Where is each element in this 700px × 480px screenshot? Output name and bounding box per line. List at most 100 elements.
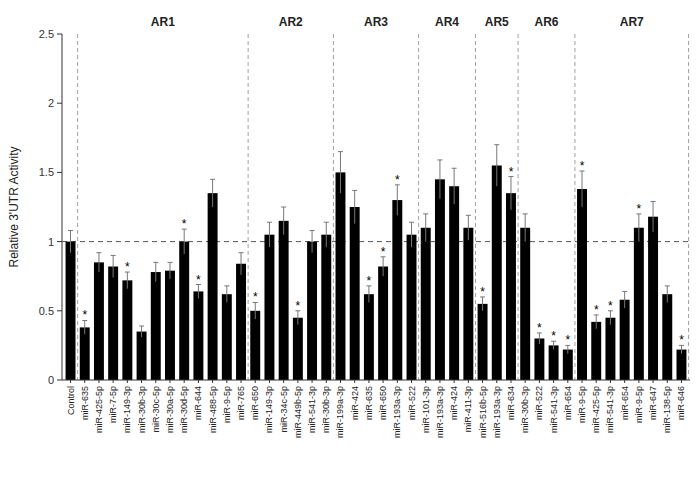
bar — [336, 172, 346, 380]
x-tick-label: miR-7-5p — [108, 386, 118, 423]
group-label: AR7 — [620, 15, 644, 29]
x-tick — [269, 380, 270, 383]
x-tick-label: miR-654 — [620, 386, 630, 420]
bar — [208, 193, 218, 380]
bar — [151, 272, 161, 380]
x-tick-label: miR-9-5p — [222, 386, 232, 423]
error-bar — [381, 257, 386, 276]
x-tick — [98, 380, 99, 383]
x-tick-label: miR-634 — [506, 386, 516, 420]
bar — [293, 318, 303, 380]
group-separator — [518, 34, 519, 380]
y-axis: 00.511.522.5 — [39, 28, 62, 386]
error-bar — [68, 231, 73, 253]
x-tick-label: miR-30b-3p — [520, 386, 530, 433]
x-tick-label: miR-488-5p — [208, 386, 218, 433]
significance-label: * — [182, 217, 187, 231]
x-tick — [169, 380, 170, 383]
x-tick — [468, 380, 469, 383]
x-tick-label: miR-30d-5p — [179, 386, 189, 433]
bar — [307, 242, 317, 380]
x-tick — [638, 380, 639, 383]
x-tick — [610, 380, 611, 383]
y-tick-label: 2 — [48, 97, 54, 109]
y-tick-label: 0 — [48, 374, 54, 386]
x-tick-label: miR-635 — [80, 386, 90, 420]
x-tick — [241, 380, 242, 383]
error-bar — [267, 222, 272, 247]
bar — [506, 193, 516, 380]
error-bar — [153, 262, 158, 281]
error-bar — [295, 311, 300, 325]
x-tick — [283, 380, 284, 383]
group-separator — [248, 34, 249, 380]
x-tick-label: miR-30a-5p — [165, 386, 175, 433]
x-tick-label: Control — [66, 386, 76, 415]
bar — [534, 338, 544, 380]
error-bar — [310, 231, 315, 253]
significance-label: * — [679, 333, 684, 347]
x-tick — [212, 380, 213, 383]
x-tick — [624, 380, 625, 383]
bar — [648, 217, 658, 380]
bar — [279, 221, 289, 380]
x-tick-label: miR-424 — [350, 386, 360, 420]
significance-label: * — [125, 260, 130, 274]
x-tick-label: miR-9-5p — [634, 386, 644, 423]
x-tick-label: miR-193a-3p — [435, 386, 445, 438]
x-tick — [582, 380, 583, 383]
x-tick-label: miR-193a-3p — [492, 386, 502, 438]
error-bar — [338, 152, 343, 194]
x-tick-label: miR-30b-3p — [137, 386, 147, 433]
x-tick — [127, 380, 128, 383]
group-label: AR1 — [151, 15, 175, 29]
x-tick — [113, 380, 114, 383]
bar — [94, 262, 104, 380]
significance-label: * — [551, 329, 556, 343]
bar — [80, 327, 90, 380]
x-tick — [496, 380, 497, 383]
y-tick-label: 0.5 — [39, 305, 54, 317]
bar — [520, 228, 530, 380]
bar — [634, 228, 644, 380]
x-tick-label: miR-650 — [378, 386, 388, 420]
significance-labels: ******************* — [82, 159, 684, 347]
x-tick-label: miR-30b-3p — [321, 386, 331, 433]
group-separator — [333, 34, 334, 380]
bar — [591, 322, 601, 380]
x-tick — [141, 380, 142, 383]
x-tick-label: miR-425-5p — [94, 386, 104, 433]
x-tick — [368, 380, 369, 383]
x-tick — [482, 380, 483, 383]
x-tick — [340, 380, 341, 383]
x-tick — [354, 380, 355, 383]
error-bar — [523, 214, 528, 242]
x-tick-label: miR-541-3p — [549, 386, 559, 433]
error-bar — [167, 262, 172, 279]
x-tick — [226, 380, 227, 383]
bar — [463, 228, 473, 380]
error-bar — [452, 168, 457, 204]
x-tick — [567, 380, 568, 383]
bar — [137, 332, 147, 380]
x-tick — [184, 380, 185, 383]
group-separator — [77, 34, 78, 380]
significance-label: * — [580, 159, 585, 173]
chart: 00.511.522.5Relative 3'UTR ActivityContr… — [0, 0, 700, 480]
error-bar — [96, 253, 101, 272]
x-tick-label: miR-647 — [648, 386, 658, 420]
x-tick — [553, 380, 554, 383]
group-label: AR6 — [534, 15, 558, 29]
y-tick — [57, 172, 62, 173]
y-axis-line — [62, 34, 63, 380]
bar — [193, 291, 203, 380]
x-tick-label: miR-646 — [676, 386, 686, 420]
significance-label: * — [537, 321, 542, 335]
significance-label: * — [565, 333, 570, 347]
error-bar — [210, 179, 215, 207]
error-bar — [82, 320, 87, 334]
error-bar — [239, 253, 244, 275]
x-tick-label: miR-101-3p — [421, 386, 431, 433]
x-tick — [667, 380, 668, 383]
y-tick-label: 1.5 — [39, 166, 54, 178]
